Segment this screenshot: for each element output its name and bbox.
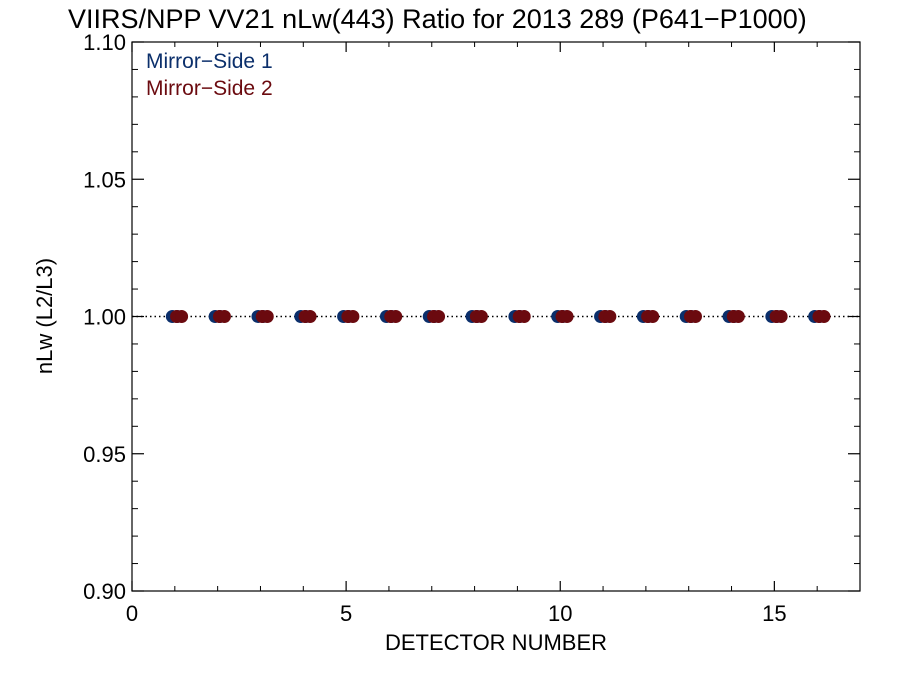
axis-tick-labels: 0 5 10 15 0.90 0.95 1.00 1.05 1.10 bbox=[83, 30, 786, 626]
y-tick-label: 1.10 bbox=[83, 30, 126, 55]
chart-title: VIIRS/NPP VV21 nLw(443) Ratio for 2013 2… bbox=[68, 4, 807, 34]
y-tick-label: 1.00 bbox=[83, 305, 126, 330]
series-2-point bbox=[432, 310, 446, 323]
series-2-point bbox=[517, 310, 531, 323]
legend-entry-2: Mirror−Side 2 bbox=[146, 77, 273, 100]
data-points bbox=[165, 310, 831, 323]
series-2-point bbox=[217, 310, 231, 323]
x-axis-label: DETECTOR NUMBER bbox=[385, 630, 607, 655]
series-2-point bbox=[303, 310, 317, 323]
series-2-point bbox=[817, 310, 831, 323]
series-2-point bbox=[688, 310, 702, 323]
y-tick-label: 0.95 bbox=[83, 442, 126, 467]
legend-entry-1: Mirror−Side 1 bbox=[146, 50, 273, 73]
series-2-point bbox=[175, 310, 189, 323]
series-2-point bbox=[346, 310, 360, 323]
series-2-point bbox=[731, 310, 745, 323]
x-tick-label: 5 bbox=[340, 601, 352, 626]
series-2-point bbox=[474, 310, 488, 323]
legend: Mirror−Side 1 Mirror−Side 2 bbox=[146, 50, 273, 100]
axis-ticks bbox=[131, 41, 861, 592]
x-tick-label: 10 bbox=[548, 601, 572, 626]
x-tick-label: 0 bbox=[126, 601, 138, 626]
series-2-point bbox=[646, 310, 660, 323]
series-2-point bbox=[774, 310, 788, 323]
y-tick-label: 0.90 bbox=[83, 579, 126, 604]
series-2-point bbox=[560, 310, 574, 323]
series-2-point bbox=[260, 310, 274, 323]
x-tick-label: 15 bbox=[762, 601, 786, 626]
y-tick-label: 1.05 bbox=[83, 167, 126, 192]
series-2-point bbox=[389, 310, 403, 323]
series-2-point bbox=[603, 310, 617, 323]
y-axis-label: nLw (L2/L3) bbox=[32, 258, 57, 374]
